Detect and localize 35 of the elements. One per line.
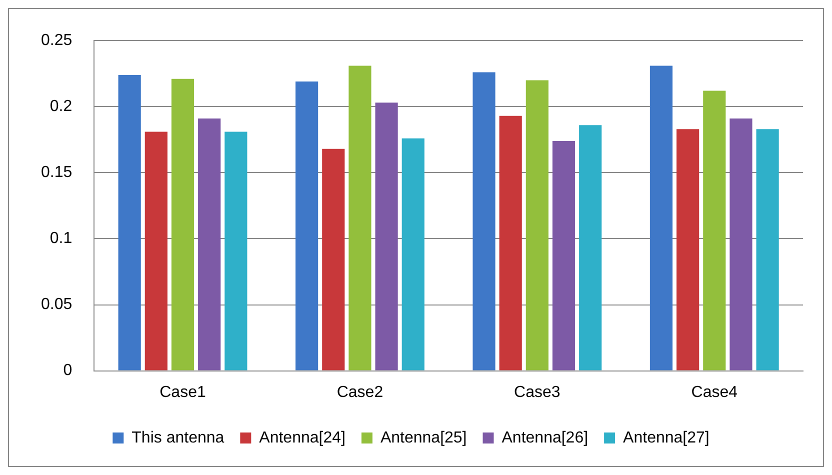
bar (402, 138, 424, 370)
bar (499, 116, 522, 370)
bar (144, 132, 168, 370)
bar (650, 66, 673, 370)
legend-label: Antenna[27] (623, 429, 710, 446)
y-tick-label: 0 (63, 362, 72, 380)
bar (552, 140, 576, 370)
y-tick-label: 0.1 (50, 230, 72, 248)
y-tick-label: 0.05 (41, 296, 72, 314)
bar (526, 80, 548, 370)
legend-label: Antenna[25] (380, 429, 467, 446)
bar (472, 72, 496, 370)
bar (296, 82, 318, 370)
x-tick-label: Case4 (691, 384, 738, 401)
bar (756, 129, 779, 370)
bar (224, 132, 248, 370)
bar (322, 148, 345, 370)
x-tick-label: Case1 (160, 384, 206, 401)
bar (198, 118, 221, 370)
bar (703, 90, 726, 370)
bar (171, 78, 194, 370)
bar (118, 74, 141, 370)
y-tick-label: 0.15 (41, 164, 72, 182)
x-tick-label: Case2 (336, 384, 384, 401)
bar (348, 66, 372, 370)
bar (730, 118, 752, 370)
bar (676, 129, 700, 370)
legend-label: Antenna[26] (502, 429, 588, 446)
y-tick-label: 0.25 (41, 32, 72, 50)
legend-label: This antenna (132, 429, 224, 446)
y-tick-label: 0.2 (50, 98, 72, 116)
legend-label: Antenna[24] (259, 429, 346, 446)
bar (579, 125, 602, 370)
x-tick-label: Case3 (514, 384, 560, 401)
bar (375, 102, 398, 370)
